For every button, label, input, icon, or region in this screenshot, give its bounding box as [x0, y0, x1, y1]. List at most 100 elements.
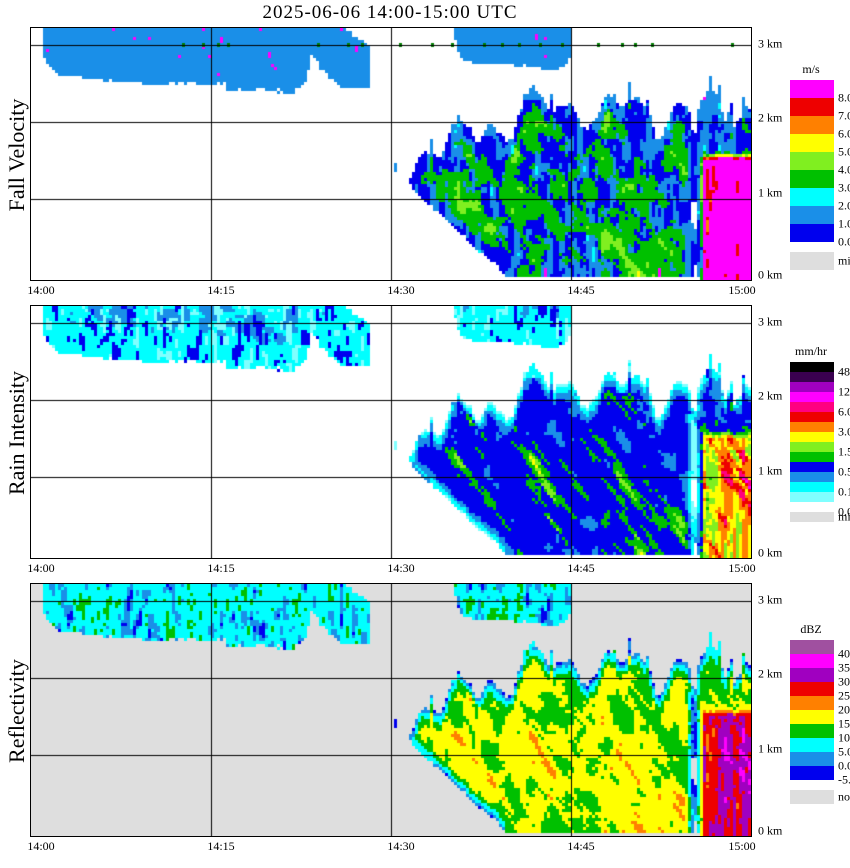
legend-colorbar-fall-velocity: [790, 80, 834, 242]
legend-swatch: [790, 80, 834, 98]
xtick-1445: 14:45: [567, 839, 595, 853]
legend-missing-label: miss: [838, 253, 850, 268]
legend-swatch: [790, 452, 834, 462]
legend-tick-label: 0.1: [838, 484, 850, 499]
figure-title: 2025-06-06 14:00-15:00 UTC: [262, 2, 518, 23]
legend-swatch: [790, 152, 834, 170]
plot-area-fall-velocity: [30, 27, 752, 281]
legend-swatch: [790, 98, 834, 116]
legend-swatch: [790, 134, 834, 152]
xtick-1400: 14:00: [27, 561, 55, 575]
legend-tick-label: 5.0: [838, 744, 850, 759]
xticks-panel-2: 14:00 14:15 14:30 14:45 15:00: [27, 561, 756, 577]
legend-swatch: [790, 206, 834, 224]
ytick-2km: 2 km: [758, 388, 783, 403]
legend-swatch: [790, 668, 834, 682]
xtick-1500: 15:00: [728, 561, 756, 575]
legend-tick-label: 6.0: [838, 404, 850, 419]
legend-swatch: [790, 752, 834, 766]
xtick-1415: 14:15: [207, 283, 235, 297]
legend-swatch: [790, 640, 834, 654]
xtick-1500: 15:00: [728, 839, 756, 853]
legend-swatch: [790, 462, 834, 472]
xticks-panel-3: 14:00 14:15 14:30 14:45 15:00: [27, 839, 756, 855]
legend-tick-label: 35.0: [838, 660, 850, 675]
legend-tick-label: 30.0: [838, 674, 850, 689]
xtick-1430: 14:30: [387, 561, 415, 575]
plot-area-rain-intensity: [30, 305, 752, 559]
legend-colorbar-rain-intensity: [790, 362, 834, 502]
xtick-1500: 15:00: [728, 283, 756, 297]
ylabel-rain-intensity: Rain Intensity: [4, 370, 29, 496]
legend-swatch: [790, 402, 834, 412]
xtick-1400: 14:00: [27, 839, 55, 853]
legend-swatch: [790, 382, 834, 392]
legend-units-fall-velocity: m/s: [802, 62, 820, 76]
ytick-2km: 2 km: [758, 110, 783, 125]
legend-tick-label: 15.0: [838, 716, 850, 731]
xtick-1415: 14:15: [207, 561, 235, 575]
yticks-panel-1: 3 km 2 km 1 km 0 km: [754, 27, 806, 282]
xtick-1415: 14:15: [207, 839, 235, 853]
legend-tick-label: 20.0: [838, 702, 850, 717]
ytick-1km: 1 km: [758, 741, 783, 756]
xtick-1430: 14:30: [387, 283, 415, 297]
xticks-panel-1: 14:00 14:15 14:30 14:45 15:00: [27, 283, 756, 299]
legend-colorbar-reflectivity: [790, 640, 834, 780]
legend-tick-label: 12.0: [838, 384, 850, 399]
legend-tick-label: 40.0: [838, 646, 850, 661]
legend-tick-label: 10.0: [838, 730, 850, 745]
legend-swatch: [790, 362, 834, 372]
ytick-0km: 0 km: [758, 823, 783, 838]
legend-swatch: [790, 654, 834, 668]
legend-tick-label: 6.0: [838, 126, 850, 141]
ylabel-fall-velocity: Fall Velocity: [4, 98, 29, 212]
legend-missing-label: none: [838, 789, 850, 804]
ytick-0km: 0 km: [758, 545, 783, 560]
ytick-0km: 0 km: [758, 267, 783, 282]
legend-swatch: [790, 372, 834, 382]
legend-swatch: [790, 738, 834, 752]
ytick-1km: 1 km: [758, 185, 783, 200]
legend-missing-swatch: [790, 512, 834, 522]
legend-tick-label: 7.0: [838, 108, 850, 123]
yticks-panel-2: 3 km 2 km 1 km 0 km: [754, 305, 806, 560]
legend-missing-label: miss: [838, 509, 850, 524]
legend-tick-label: 8.0: [838, 90, 850, 105]
legend-swatch: [790, 432, 834, 442]
legend-swatch: [790, 392, 834, 402]
ytick-3km: 3 km: [758, 314, 783, 329]
legend-swatch: [790, 116, 834, 134]
legend-units-rain-intensity: mm/hr: [795, 344, 827, 358]
yticks-panel-3: 3 km 2 km 1 km 0 km: [754, 583, 806, 838]
legend-missing-swatch: [790, 252, 834, 270]
xtick-1445: 14:45: [567, 283, 595, 297]
xtick-1400: 14:00: [27, 283, 55, 297]
legend-swatch: [790, 224, 834, 242]
legend-units-reflectivity: dBZ: [800, 622, 822, 636]
legend-swatch: [790, 766, 834, 780]
legend-tick-label: 0.0: [838, 758, 850, 773]
legend-swatch: [790, 422, 834, 432]
legend-tick-label: 25.0: [838, 688, 850, 703]
legend-swatch: [790, 442, 834, 452]
xtick-1445: 14:45: [567, 561, 595, 575]
ytick-2km: 2 km: [758, 666, 783, 681]
legend-swatch: [790, 682, 834, 696]
legend-tick-label: 4.0: [838, 162, 850, 177]
legend-tick-label: 1.5: [838, 444, 850, 459]
legend-swatch: [790, 724, 834, 738]
legend-swatch: [790, 188, 834, 206]
legend-swatch: [790, 472, 834, 482]
legend-tick-label: 0.0: [838, 234, 850, 249]
legend-swatch: [790, 696, 834, 710]
legend-tick-label: 1.0: [838, 216, 850, 231]
legend-tick-label: -5.0: [838, 772, 850, 787]
legend-swatch: [790, 492, 834, 502]
plot-area-reflectivity: [30, 583, 752, 837]
ytick-1km: 1 km: [758, 463, 783, 478]
ytick-3km: 3 km: [758, 36, 783, 51]
legend-missing-swatch: [790, 790, 834, 804]
legend-swatch: [790, 482, 834, 492]
